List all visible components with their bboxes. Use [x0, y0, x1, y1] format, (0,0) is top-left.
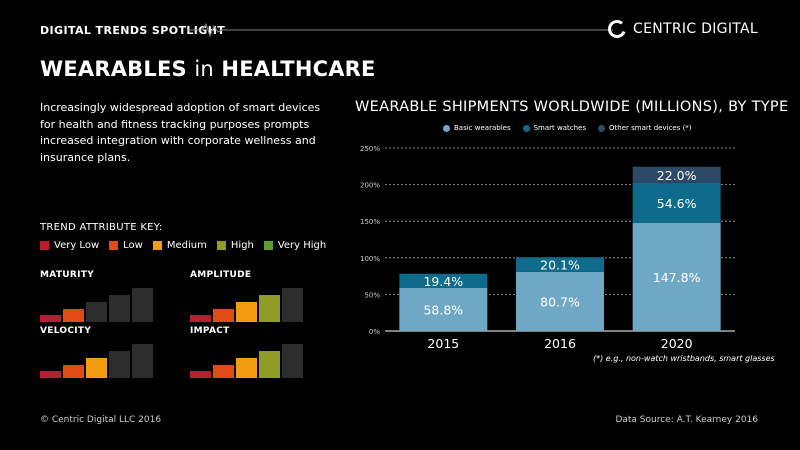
- attribute-level-bar: [86, 358, 107, 378]
- key-item-low: Low: [109, 240, 143, 251]
- data-label: 20.1%: [540, 258, 580, 273]
- title-word-1: WEARABLES: [40, 57, 187, 81]
- bar-segment: [516, 257, 604, 272]
- attribute-level-bar: [259, 351, 280, 378]
- attribute-name: MATURITY: [40, 270, 95, 280]
- attribute-level-bar: [109, 351, 130, 378]
- data-label: 22.0%: [657, 168, 697, 183]
- y-tick-label: 100%: [360, 255, 380, 263]
- trend-key-title: TREND ATTRIBUTE KEY:: [40, 222, 163, 233]
- attribute-name: VELOCITY: [40, 326, 92, 336]
- attribute-level-bar: [282, 344, 303, 378]
- data-label: 54.6%: [657, 196, 697, 211]
- data-label: 19.4%: [423, 274, 463, 289]
- legend-item-smartwatch: Smart watches: [522, 124, 586, 132]
- brand: CENTRIC DIGITAL: [607, 19, 758, 39]
- legend-dot-smartwatch: [522, 124, 530, 132]
- legend-label-smartwatch: Smart watches: [533, 124, 586, 132]
- attribute-bars: [190, 342, 303, 378]
- brand-name: CENTRIC DIGITAL: [633, 21, 758, 37]
- chart-legend: Basic wearables Smart watches Other smar…: [443, 124, 692, 132]
- attribute-level-bar: [132, 288, 153, 322]
- header-label: DIGITAL TRENDS SPOTLIGHT: [40, 24, 226, 37]
- chart-title: WEARABLE SHIPMENTS WORLDWIDE (MILLIONS),…: [355, 99, 789, 115]
- y-tick-label: 250%: [360, 145, 380, 153]
- attribute-level-bar: [282, 288, 303, 322]
- attribute-level-bar: [63, 309, 84, 322]
- y-tick-label: 50%: [364, 291, 380, 299]
- title-word-2: in: [194, 57, 214, 81]
- attribute-bars: [40, 342, 153, 378]
- key-item-medium: Medium: [152, 240, 207, 251]
- key-swatch-very-high: [263, 241, 273, 250]
- x-tick-label: 2015: [427, 336, 459, 351]
- bar-segment: [516, 271, 604, 331]
- legend-item-other: Other smart devices (*): [598, 124, 692, 132]
- key-swatch-low: [109, 241, 119, 250]
- legend-item-basic: Basic wearables: [443, 124, 511, 132]
- bar-segment: [632, 182, 721, 223]
- data-label: 58.8%: [423, 302, 463, 317]
- key-label-very-low: Very Low: [54, 240, 100, 251]
- data-label: 147.8%: [653, 270, 701, 285]
- footer-copyright: © Centric Digital LLC 2016: [40, 415, 162, 425]
- shipments-chart: 0% 50% 100% 150% 200% 250% 58.8% 19.4% 2015 80.7%…: [360, 145, 735, 351]
- legend-dot-other: [598, 124, 605, 132]
- attribute-level-bar: [236, 302, 257, 322]
- attribute-amplitude: AMPLITUDE: [190, 270, 315, 322]
- key-label-low: Low: [123, 240, 143, 251]
- attribute-bars: [190, 286, 303, 322]
- y-tick-label: 150%: [360, 218, 380, 226]
- attribute-name: IMPACT: [190, 326, 230, 336]
- attribute-level-bar: [190, 371, 211, 378]
- key-label-medium: Medium: [166, 240, 207, 251]
- bar-segment: [399, 273, 488, 288]
- attribute-impact: IMPACT: [190, 326, 315, 378]
- attribute-level-bar: [63, 365, 84, 378]
- x-tick-label: 2020: [661, 336, 693, 351]
- trend-key-legend: Very Low Low Medium High Very High: [40, 240, 326, 251]
- legend-label-other: Other smart devices (*): [609, 124, 692, 132]
- attribute-level-bar: [213, 309, 234, 322]
- y-tick-label: 200%: [360, 182, 380, 190]
- attribute-level-bar: [259, 295, 280, 322]
- brand-logo-icon: [608, 20, 627, 38]
- attribute-velocity: VELOCITY: [40, 326, 165, 378]
- y-tick-label: 0%: [369, 328, 380, 336]
- key-swatch-high: [216, 241, 226, 250]
- legend-label-basic: Basic wearables: [454, 124, 511, 132]
- key-swatch-medium: [152, 241, 162, 250]
- key-label-high: High: [230, 240, 254, 251]
- header-pulse-line: [188, 22, 613, 38]
- legend-dot-basic: [443, 124, 450, 132]
- attribute-level-bar: [213, 365, 234, 378]
- title-word-3: HEALTHCARE: [221, 57, 376, 81]
- chart-footnote: (*) e.g., non-watch wristbands, smart gl…: [593, 354, 775, 363]
- attribute-level-bar: [40, 315, 61, 322]
- key-item-very-high: Very High: [263, 240, 327, 251]
- attribute-bars: [40, 286, 153, 322]
- key-swatch-very-low: [40, 241, 49, 250]
- attribute-level-bar: [109, 295, 130, 322]
- attribute-name: AMPLITUDE: [190, 270, 252, 280]
- bar-segment: [632, 166, 721, 183]
- x-tick-label: 2016: [544, 336, 576, 351]
- data-label: 80.7%: [540, 294, 580, 309]
- key-label-very-high: Very High: [277, 240, 327, 251]
- attribute-level-bar: [40, 371, 61, 378]
- attribute-maturity: MATURITY: [40, 270, 165, 322]
- attribute-level-bar: [236, 358, 257, 378]
- page-title: WEARABLES in HEALTHCARE: [40, 57, 376, 81]
- attribute-level-bar: [190, 315, 211, 322]
- attribute-level-bar: [86, 302, 107, 322]
- footer-source: Data Source: A.T. Kearney 2016: [615, 415, 758, 425]
- key-item-very-low: Very Low: [40, 240, 99, 251]
- attribute-level-bar: [132, 344, 153, 378]
- bar-segment: [399, 287, 488, 331]
- key-item-high: High: [216, 240, 254, 251]
- bar-segment: [632, 222, 721, 331]
- description: Increasingly widespread adoption of smar…: [40, 101, 321, 164]
